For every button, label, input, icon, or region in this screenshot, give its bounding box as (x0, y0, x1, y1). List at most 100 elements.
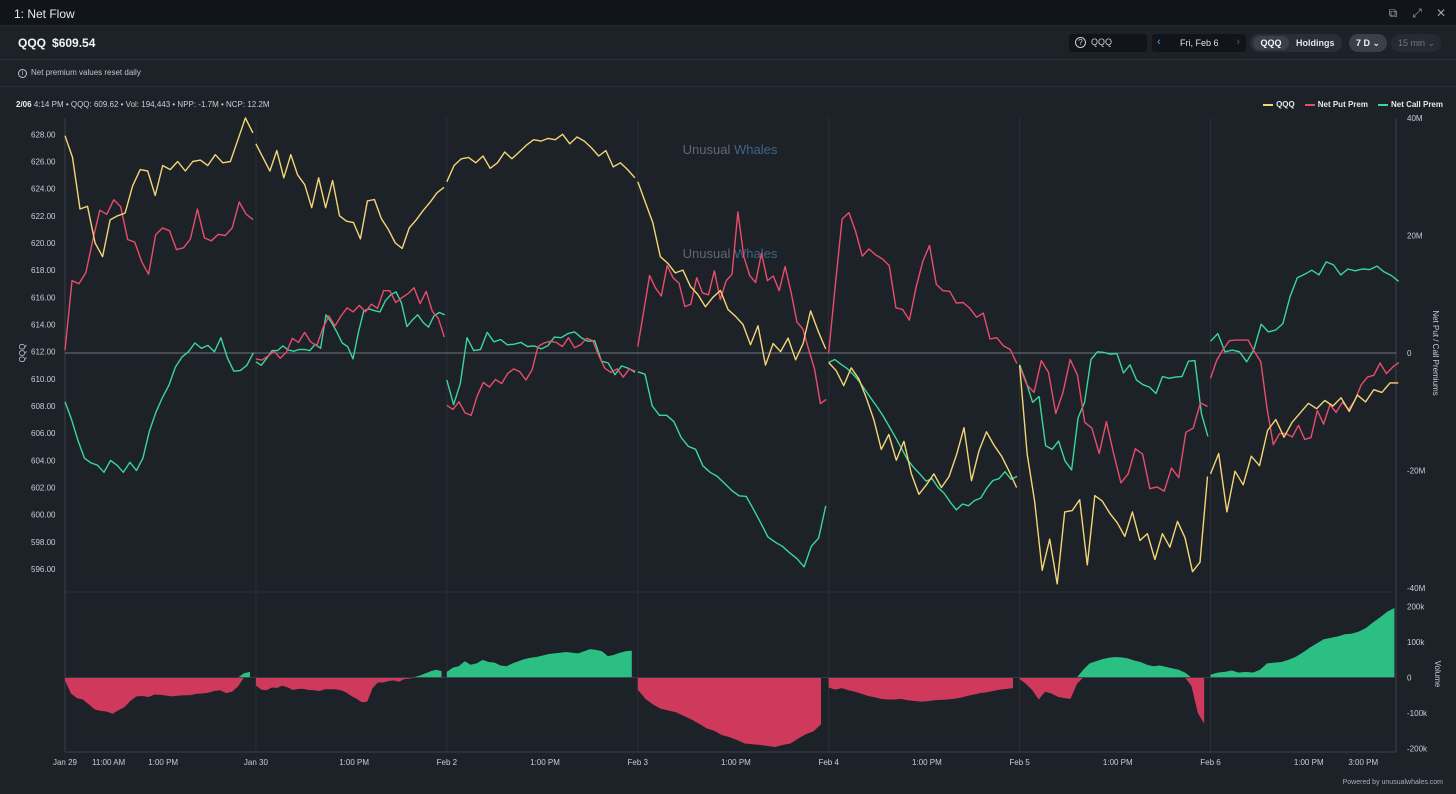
toolbar: QQQ $609.54 ? QQQ ‹ Fri, Feb 6 › QQQ Hold… (0, 26, 1456, 60)
volume-area-negative-day2 (255, 677, 442, 703)
qqq-price-line-day6 (1018, 365, 1209, 585)
range-value: 7 D (1356, 38, 1371, 48)
volume-area-positive-day7 (1210, 608, 1395, 678)
help-icon: ? (1075, 37, 1086, 48)
volume-area-positive-day3 (446, 649, 632, 678)
y-right-tick-label: -20M (1407, 467, 1426, 476)
chart-legend: QQQ Net Put Prem Net Call Prem (1263, 100, 1443, 109)
legend-qqq[interactable]: QQQ (1263, 100, 1295, 109)
y-left-tick-label: 600.00 (31, 511, 56, 520)
interval-select[interactable]: 15 min ⌄ (1391, 34, 1441, 52)
toggle-qqq[interactable]: QQQ (1253, 36, 1289, 50)
ticker-symbol: QQQ (18, 36, 47, 50)
y-left-tick-label: 620.00 (31, 239, 56, 248)
qqq-price-line-day2 (255, 143, 445, 250)
ticker-search-input[interactable]: ? QQQ (1069, 34, 1147, 52)
net-call-prem-line-day6 (1018, 351, 1209, 471)
net-put-prem-line-day7 (1209, 339, 1400, 446)
current-date[interactable]: Fri, Feb 6 (1180, 38, 1219, 48)
y-left-tick-label: 606.00 (31, 429, 56, 438)
legend-put[interactable]: Net Put Prem (1304, 100, 1368, 109)
net-call-prem-line-day7 (1209, 261, 1400, 363)
net-put-prem-line-day1 (64, 198, 254, 351)
powered-by: Powered by unusualwhales.com (1342, 779, 1443, 786)
legend-label-qqq: QQQ (1276, 100, 1295, 109)
net-put-prem-line-day4 (637, 211, 827, 405)
x-tick-label: 1:00 PM (530, 758, 560, 767)
ticker-price: QQQ $609.54 (18, 36, 95, 50)
search-value: QQQ (1091, 37, 1113, 47)
expand-icon[interactable]: ⤢ (1412, 6, 1422, 20)
y-left-axis-title: QQQ (18, 344, 27, 363)
window-controls: ⧉ ⤢ ✕ (1386, 6, 1448, 21)
y-left-tick-label: 608.00 (31, 402, 56, 411)
view-toggle: QQQ Holdings (1250, 34, 1342, 52)
net-call-prem-line-day4 (637, 371, 827, 568)
volume-area-positive-day2 (255, 669, 442, 678)
window-titlebar: 1: Net Flow ⧉ ⤢ ✕ (0, 0, 1456, 26)
popout-icon[interactable]: ⧉ (1388, 6, 1398, 20)
x-tick-label: 1:00 PM (721, 758, 751, 767)
y-left-tick-label: 624.00 (31, 185, 56, 194)
y-right-axis-title: Net Put / Call Premiums (1431, 310, 1440, 395)
divider (0, 86, 1456, 87)
volume-area-negative-day1 (65, 677, 250, 714)
x-tick-label: 1:00 PM (912, 758, 942, 767)
y-left-tick-label: 602.00 (31, 483, 56, 492)
y-volume-tick-label: 100k (1407, 638, 1425, 647)
volume-area-negative-day4 (637, 677, 822, 748)
close-icon[interactable]: ✕ (1435, 6, 1447, 20)
watermark-mid: Unusual Whales (683, 246, 778, 261)
x-tick-label: 11:00 AM (92, 758, 126, 767)
net-put-prem-line-day2 (255, 287, 446, 361)
y-right-tick-label: 40M (1407, 114, 1423, 123)
net-put-prem-line-day5 (828, 211, 1018, 364)
range-select[interactable]: 7 D ⌄ (1349, 34, 1387, 52)
y-left-tick-label: 622.00 (31, 212, 56, 221)
legend-call[interactable]: Net Call Prem (1377, 100, 1443, 109)
ticker-last-price: $609.54 (52, 36, 96, 50)
legend-swatch-call (1377, 103, 1388, 106)
x-tick-label: Feb 5 (1009, 758, 1030, 767)
net-call-prem-line-day1 (64, 337, 254, 473)
y-left-tick-label: 604.00 (31, 456, 56, 465)
info-icon: i (18, 69, 27, 78)
qqq-price-line-day7 (1209, 382, 1399, 513)
volume-area-positive-day1 (65, 671, 250, 678)
legend-label-call: Net Call Prem (1390, 100, 1443, 109)
legend-swatch-qqq (1263, 103, 1274, 106)
reset-notice: i Net premium values reset daily (18, 68, 141, 78)
y-volume-axis-title: Volume (1433, 661, 1442, 688)
y-left-tick-label: 598.00 (31, 538, 56, 547)
interval-value: 15 min (1398, 38, 1426, 48)
x-tick-label: 1:00 PM (1294, 758, 1324, 767)
y-volume-tick-label: -100k (1407, 709, 1428, 718)
net-call-prem-line-day3 (446, 331, 636, 406)
x-tick-label: 1:00 PM (1103, 758, 1133, 767)
y-left-tick-label: 626.00 (31, 157, 56, 166)
legend-swatch-put (1304, 103, 1315, 106)
readout-date: 2/06 (16, 100, 32, 109)
y-left-tick-label: 618.00 (31, 266, 56, 275)
x-tick-label: Jan 30 (244, 758, 269, 767)
qqq-price-line-day5 (828, 362, 1018, 495)
prev-date-button[interactable]: ‹ (1157, 36, 1161, 48)
x-tick-label: 3:00 PM (1348, 758, 1378, 767)
x-tick-label: 1:00 PM (339, 758, 369, 767)
x-tick-label: Feb 4 (818, 758, 839, 767)
net-call-prem-line-day5 (828, 358, 1018, 511)
next-date-button[interactable]: › (1236, 36, 1240, 48)
x-tick-label: Feb 6 (1200, 758, 1221, 767)
readout-values: 4:14 PM • QQQ: 609.62 • Vol: 194,443 • N… (33, 100, 270, 109)
y-left-tick-label: 596.00 (31, 565, 56, 574)
qqq-price-line-day4 (637, 181, 827, 366)
volume-area-negative-day6 (1019, 677, 1205, 724)
x-tick-label: Feb 3 (628, 758, 649, 767)
legend-label-put: Net Put Prem (1317, 100, 1368, 109)
toggle-holdings[interactable]: Holdings (1296, 38, 1335, 48)
qqq-price-line-day1 (64, 117, 254, 258)
reset-notice-text: Net premium values reset daily (31, 68, 141, 77)
net-put-prem-line-day6 (1018, 358, 1208, 492)
y-volume-tick-label: 0 (1407, 674, 1412, 683)
